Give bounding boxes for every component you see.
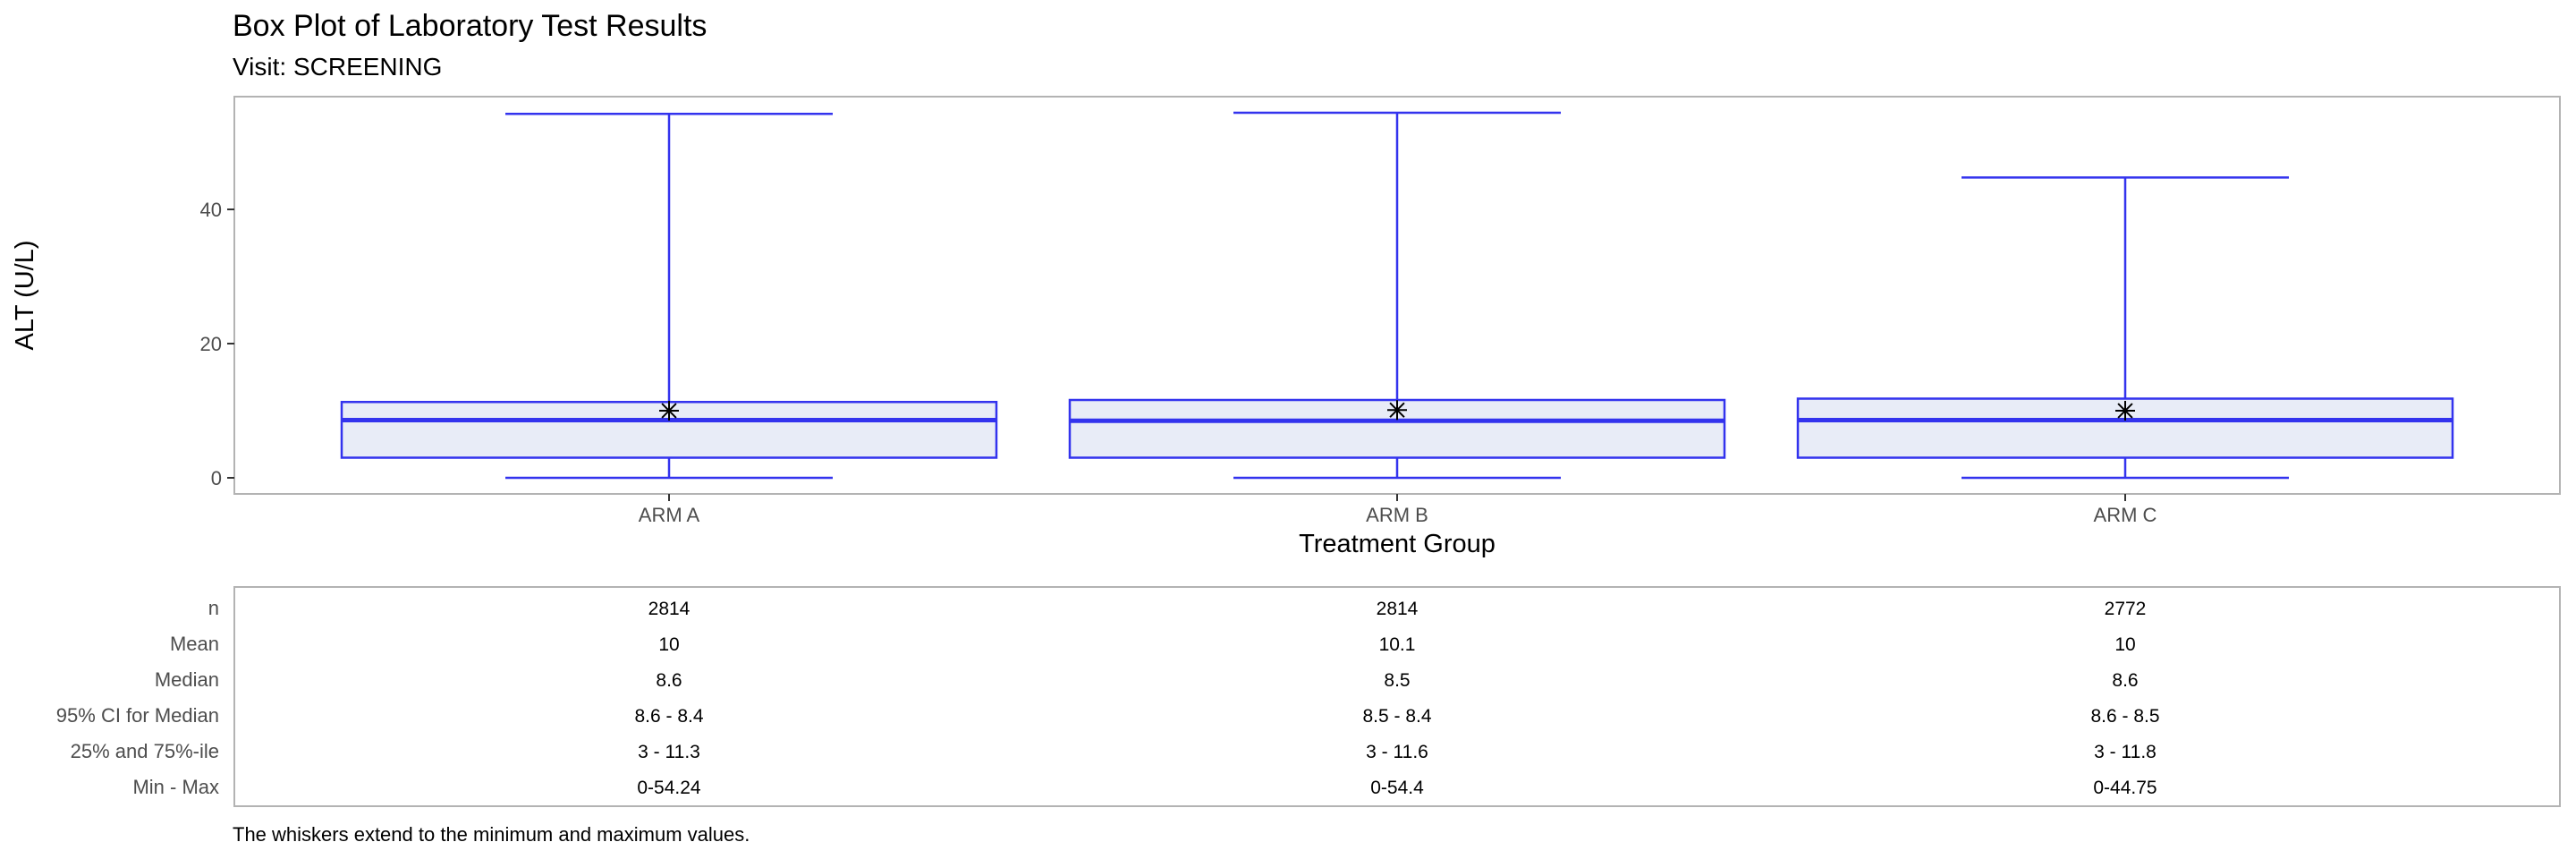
- stats-row-label: 95% CI for Median: [56, 704, 219, 727]
- mean-marker: [2115, 401, 2135, 421]
- stats-cell: 8.5: [1384, 670, 1410, 691]
- stats-cell: 8.6 - 8.5: [2090, 706, 2159, 727]
- stats-cell: 10.1: [1379, 634, 1416, 655]
- stats-row-label: Median: [155, 668, 219, 691]
- boxes-layer: [340, 111, 2454, 480]
- stats-cell: 2772: [2105, 599, 2147, 619]
- stats-cell: 10: [658, 634, 679, 655]
- stats-row-label: Min - Max: [132, 776, 219, 798]
- y-tick-label: 40: [200, 199, 222, 221]
- y-tick-label: 0: [211, 467, 222, 489]
- footnote: The whiskers extend to the minimum and m…: [233, 823, 750, 846]
- chart-title: Box Plot of Laboratory Test Results: [233, 9, 707, 43]
- stats-cell: 10: [2114, 634, 2135, 655]
- y-axis: 0 20 40: [200, 199, 234, 489]
- stats-row-label: 25% and 75%-ile: [71, 740, 219, 762]
- x-tick-label: ARM C: [2094, 504, 2157, 526]
- stats-cell: 8.6 - 8.4: [634, 706, 703, 727]
- stats-cell: 3 - 11.6: [1366, 742, 1428, 762]
- stats-cell: 2814: [648, 599, 691, 619]
- stats-cell: 2814: [1377, 599, 1419, 619]
- mean-marker: [1387, 400, 1407, 421]
- stats-cell: 8.5 - 8.4: [1362, 706, 1431, 727]
- stats-cell: 0-44.75: [2093, 778, 2157, 798]
- y-tick-label: 20: [200, 333, 222, 355]
- stats-cell: 0-54.24: [637, 778, 701, 798]
- stats-cell: 8.6: [2112, 670, 2138, 691]
- stats-table: n Mean Median 95% CI for Median 25% and 75%-…: [56, 597, 2160, 798]
- stats-cell: 3 - 11.8: [2094, 742, 2157, 762]
- box-arm-c: [1796, 176, 2454, 480]
- chart-subtitle: Visit: SCREENING: [233, 53, 442, 81]
- box-arm-a: [340, 112, 998, 480]
- stats-cell: 3 - 11.3: [638, 742, 700, 762]
- stats-cell: 8.6: [656, 670, 682, 691]
- stats-row-label: Mean: [170, 633, 219, 655]
- iqr-box: [1068, 398, 1726, 459]
- x-tick-label: ARM A: [639, 504, 700, 526]
- x-axis-title: Treatment Group: [1299, 530, 1496, 558]
- box-arm-b: [1068, 111, 1726, 480]
- x-tick-label: ARM B: [1366, 504, 1428, 526]
- stats-cell: 0-54.4: [1370, 778, 1424, 798]
- y-axis-title: ALT (U/L): [11, 240, 39, 350]
- stats-table-panel: [233, 586, 2561, 807]
- x-axis: ARM A ARM B ARM C: [639, 494, 2157, 526]
- mean-marker: [659, 401, 679, 421]
- stats-row-label: n: [208, 597, 219, 619]
